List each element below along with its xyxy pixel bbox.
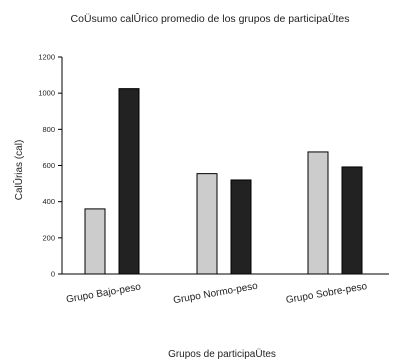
y-axis-label: CalÛrias (cal)	[12, 140, 25, 201]
bar	[196, 173, 218, 275]
category-labels: Grupo Bajo-peso Grupo Normo-peso Grupo Sob…	[65, 281, 368, 307]
bars	[84, 88, 363, 275]
category-label: Grupo Normo-peso	[172, 281, 259, 307]
category-label: Grupo Bajo-peso	[65, 281, 142, 305]
category-label: Grupo Sobre-peso	[285, 281, 368, 306]
bar	[307, 151, 329, 275]
bar	[84, 208, 106, 275]
y-tick-label: 200	[42, 233, 55, 242]
y-tick-label: 1200	[38, 53, 55, 62]
x-axis-label: Grupos de participaÜtes	[168, 348, 276, 360]
chart-title: CoÜsumo calÛrico promedio de los grupos …	[71, 12, 350, 25]
y-tick-label: 600	[42, 161, 55, 170]
y-tick-label: 800	[42, 125, 55, 134]
bar	[230, 179, 252, 275]
bar	[118, 88, 140, 275]
y-tick-label: 400	[42, 197, 55, 206]
bar	[341, 166, 363, 275]
y-ticks: 0 200 400 600 800 1000 1200	[38, 53, 62, 279]
y-tick-label: 0	[51, 270, 55, 279]
y-tick-label: 1000	[38, 89, 55, 98]
